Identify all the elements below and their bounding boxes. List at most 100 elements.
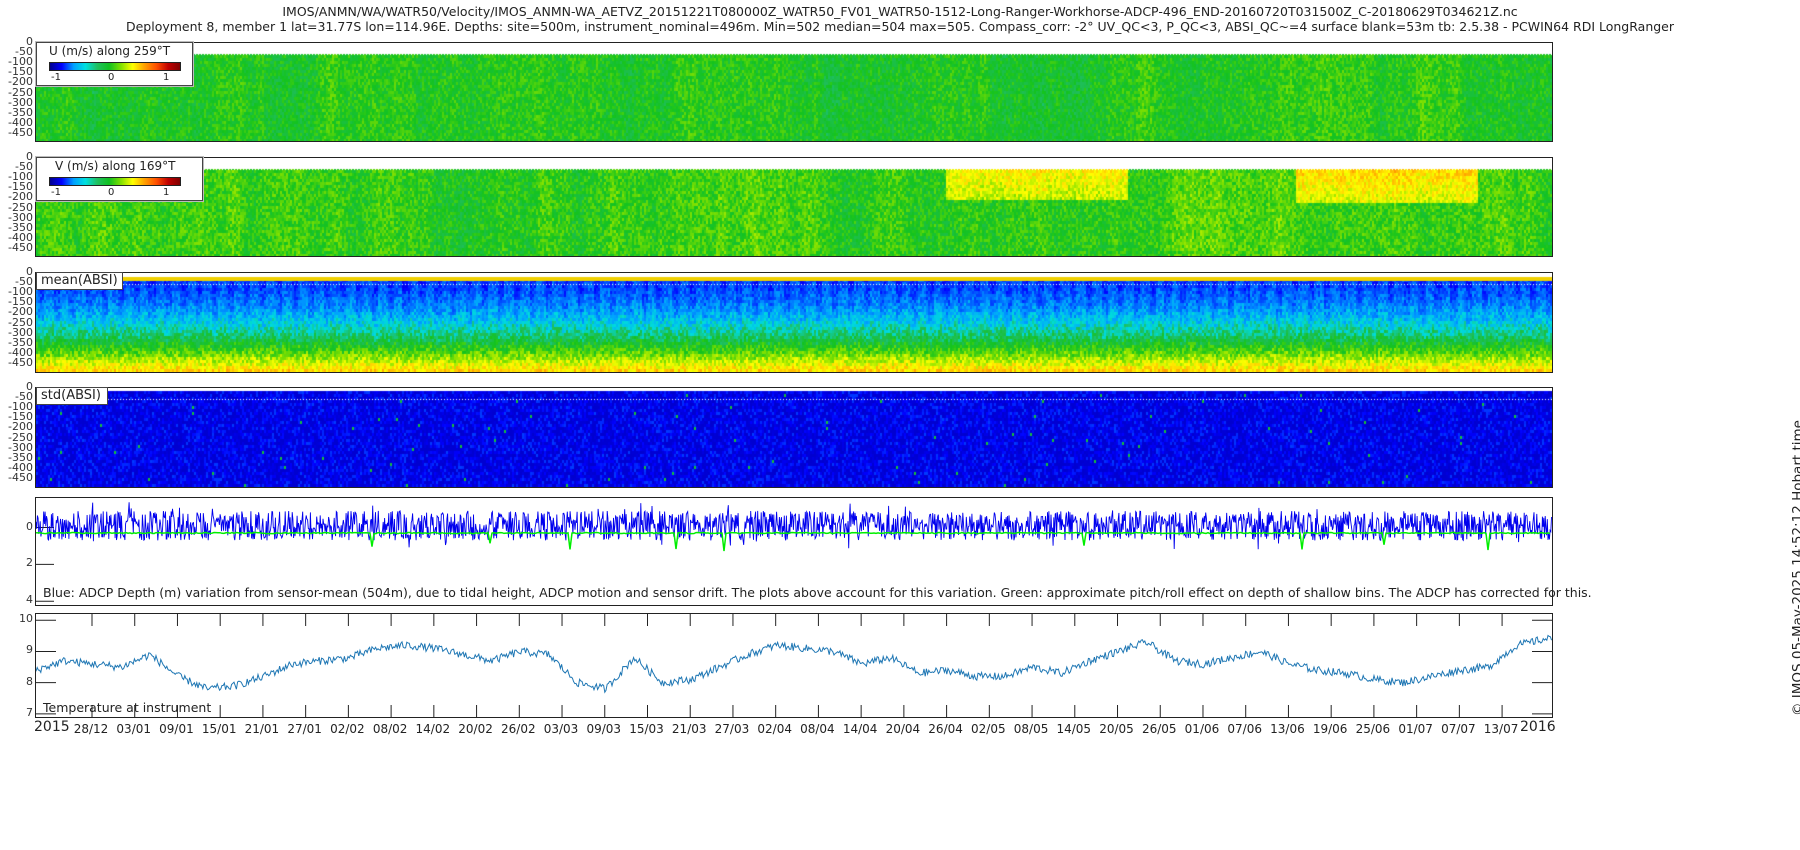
y-tick-label: -150 [8, 65, 33, 79]
y-tick-label: -250 [8, 430, 33, 444]
y-tick-label: -350 [8, 450, 33, 464]
y-tick-label: 8 [26, 674, 33, 688]
y-tick-label: 10 [19, 612, 33, 626]
x-tick-label: 08/02 [372, 722, 408, 736]
y-tick-label: -50 [15, 160, 33, 174]
depth-caption: Blue: ADCP Depth (m) variation from sens… [43, 585, 1592, 600]
y-tick-label: -100 [8, 400, 33, 414]
y-tick-label: -350 [8, 105, 33, 119]
std-absi-label: std(ABSI) [36, 387, 108, 405]
colorbar-tick: 0 [108, 72, 115, 83]
colorbar-tick: 1 [163, 72, 170, 83]
x-tick-label: 21/01 [244, 722, 280, 736]
y-tick-label: -400 [8, 115, 33, 129]
title-line-2: Deployment 8, member 1 lat=31.77S lon=11… [125, 19, 1675, 34]
x-tick-label: 08/04 [800, 722, 835, 736]
u-legend-title: U (m/s) along 259°T [49, 44, 171, 58]
x-tick-label: 20/04 [885, 722, 921, 736]
depth-series-line [36, 502, 1552, 550]
depth-variation-plot [36, 502, 1552, 602]
y-tick-label: -450 [8, 125, 33, 139]
v-colorbar [49, 177, 181, 186]
x-tick-label: 25/06 [1355, 722, 1391, 736]
x-tick-label: 26/05 [1141, 722, 1177, 736]
std-absi-heatmap [36, 388, 1552, 487]
x-tick-label: 09/03 [586, 722, 622, 736]
y-tick-label: -400 [8, 460, 33, 474]
x-tick-label: 02/05 [971, 722, 1006, 736]
y-tick-label: -250 [8, 200, 33, 214]
y-tick-label: -100 [8, 285, 33, 299]
x-tick-label: 15/01 [201, 722, 237, 736]
x-tick-label: 02/04 [757, 722, 792, 736]
temperature-caption: Temperature at instrument [43, 700, 212, 715]
y-tick-label: 0 [26, 380, 33, 393]
x-tick-label: 03/01 [116, 722, 152, 736]
y-tick-label: -150 [8, 410, 33, 424]
timestamp-label: © IMOS 05-May-2025 14:52:12 Hobart time [1790, 420, 1800, 716]
u-velocity-heatmap [36, 43, 1552, 141]
x-tick-label: 15/03 [629, 722, 664, 736]
y-tick-label: -150 [8, 180, 33, 194]
y-tick-label: 4 [26, 593, 33, 607]
depth-variation-panel: Blue: ADCP Depth (m) variation from sens… [35, 497, 1592, 606]
y-tick-label: -450 [8, 470, 33, 484]
y-tick-label: -100 [8, 55, 33, 69]
x-tick-label: 27/01 [287, 722, 322, 736]
temperature-plot [36, 614, 1552, 717]
temperature-series-line [36, 634, 1552, 694]
x-tick-label: 28/12 [73, 722, 109, 736]
x-tick-label: 26/02 [501, 722, 536, 736]
y-tick-label: -50 [15, 390, 33, 404]
x-tick-label: 21/03 [671, 722, 707, 736]
colorbar-tick: 1 [163, 187, 170, 198]
y-tick-label: -200 [8, 190, 33, 204]
mean-absi-label: mean(ABSI) [36, 272, 123, 290]
temperature-panel: Temperature at instrument [35, 613, 1553, 718]
y-tick-label: -200 [8, 75, 33, 89]
y-tick-label: 9 [26, 643, 33, 657]
y-tick-label: 2 [26, 556, 33, 570]
y-tick-label: 7 [26, 705, 33, 719]
x-tick-label: 07/07 [1441, 722, 1476, 736]
u-legend: U (m/s) along 259°T -1 0 1 [36, 42, 193, 86]
x-tick-label: 20/05 [1099, 722, 1134, 736]
y-tick-label: -300 [8, 95, 33, 109]
x-tick-label: 26/04 [928, 722, 963, 736]
colorbar-tick: 0 [108, 187, 115, 198]
x-start-year: 2015 [34, 719, 70, 735]
x-tick-label: 27/03 [714, 722, 750, 736]
x-tick-label: 01/07 [1398, 722, 1433, 736]
y-tick-label: 0 [26, 35, 33, 48]
u-velocity-panel: U (m/s) along 259°T -1 0 1 [35, 42, 1553, 142]
y-tick-label: -350 [8, 220, 33, 234]
y-tick-label: -450 [8, 240, 33, 254]
mean-absi-heatmap [36, 273, 1552, 372]
y-tick-label: -400 [8, 345, 33, 359]
x-tick-label: 02/02 [330, 722, 365, 736]
y-tick-label: -450 [8, 355, 33, 369]
x-tick-label: 07/06 [1227, 722, 1262, 736]
y-tick-label: -300 [8, 210, 33, 224]
x-tick-label: 14/04 [842, 722, 878, 736]
colorbar-tick: -1 [51, 187, 61, 198]
x-tick-label: 13/07 [1483, 722, 1519, 736]
x-end-year: 2016 [1520, 719, 1556, 735]
x-tick-label: 20/02 [458, 722, 493, 736]
y-tick-label: -200 [8, 305, 33, 319]
y-tick-label: -200 [8, 420, 33, 434]
x-tick-label: 19/06 [1312, 722, 1348, 736]
x-tick-label: 08/05 [1013, 722, 1049, 736]
x-tick-label: 09/01 [159, 722, 194, 736]
x-tick-label: 03/03 [543, 722, 579, 736]
y-tick-label: -50 [15, 45, 33, 59]
colorbar-tick: -1 [51, 72, 61, 83]
mean-absi-panel: mean(ABSI) [35, 272, 1553, 373]
x-tick-label: 14/02 [415, 722, 451, 736]
u-colorbar [49, 62, 181, 71]
v-legend: V (m/s) along 169°T -1 0 1 [36, 157, 203, 201]
y-tick-label: 0 [26, 265, 33, 278]
v-velocity-panel: V (m/s) along 169°T -1 0 1 [35, 157, 1553, 257]
pitch-roll-series-line [36, 531, 1551, 552]
y-tick-label: 0 [26, 519, 33, 533]
